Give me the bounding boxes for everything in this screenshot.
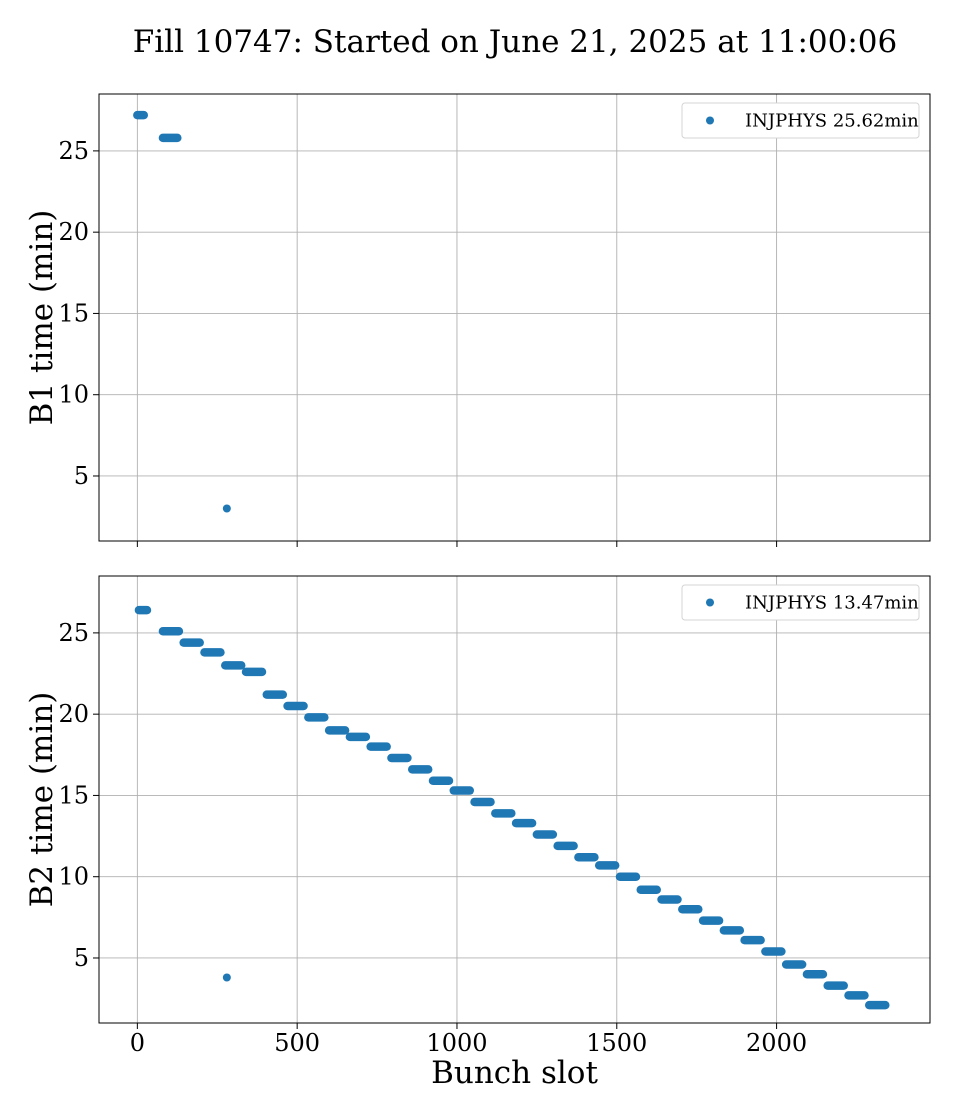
legend-label: INJPHYS 13.47min — [745, 593, 919, 614]
figure-title: Fill 10747: Started on June 21, 2025 at … — [133, 24, 897, 60]
axes-frame — [98, 93, 931, 542]
y-tick-label: 25 — [58, 137, 89, 165]
legend-box — [681, 102, 920, 139]
y-tick-label: 5 — [74, 462, 89, 490]
y-tick-label: 10 — [58, 381, 89, 409]
y-tick-label: 20 — [58, 700, 89, 728]
b2-panel: 0 500 1000 1500 2000 5 10 15 20 25 B2 time (min) Bu… — [24, 575, 931, 1091]
x-axis-label: Bunch slot — [431, 1055, 598, 1091]
y-axis-label: B2 time (min) — [24, 692, 60, 908]
y-tick-label: 5 — [74, 944, 89, 972]
y-axis-label: B1 time (min) — [24, 210, 60, 426]
y-tick-label: 15 — [58, 299, 89, 327]
x-tick-label: 500 — [274, 1029, 320, 1057]
b1-panel: 5 10 15 20 25 B1 time (min) INJPHYS 25.62min — [24, 93, 931, 547]
x-tick-label: 0 — [130, 1029, 145, 1057]
legend-box — [681, 584, 920, 621]
y-tick-label: 25 — [58, 619, 89, 647]
x-tick-label: 1000 — [426, 1029, 487, 1057]
x-tick-label: 2000 — [746, 1029, 807, 1057]
x-tick-label: 1500 — [586, 1029, 647, 1057]
legend-label: INJPHYS 25.62min — [745, 111, 919, 132]
data-point — [222, 504, 231, 513]
axes-frame — [98, 575, 931, 1024]
y-tick-label: 15 — [58, 781, 89, 809]
data-point — [222, 973, 231, 982]
legend-marker — [706, 116, 714, 125]
y-tick-label: 20 — [58, 218, 89, 246]
legend-marker — [706, 598, 714, 607]
y-tick-label: 10 — [58, 863, 89, 891]
